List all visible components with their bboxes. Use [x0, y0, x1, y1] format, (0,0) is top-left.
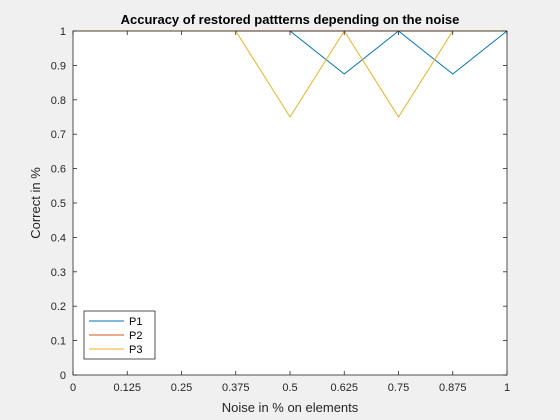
y-tick-label: 0.9: [51, 60, 66, 72]
x-tick-label: 0.75: [388, 382, 409, 394]
y-tick-label: 0.8: [51, 95, 66, 107]
y-tick-label: 0.7: [51, 129, 66, 141]
y-axis: 0 0.1 0.2 0.3 0.4 0.5 0.6 0.7 0.8 0.9 1: [51, 26, 507, 382]
x-tick-label: 0.625: [330, 382, 358, 394]
y-tick-label: 0.2: [51, 301, 66, 313]
x-axis: 0 0.125 0.25 0.375 0.5 0.625 0.75 0.875 1: [70, 31, 510, 394]
y-tick-label: 0.5: [51, 198, 66, 210]
legend-label-p1: P1: [129, 316, 142, 328]
x-axis-label: Noise in % on elements: [222, 400, 359, 415]
y-tick-label: 0.6: [51, 164, 66, 176]
legend-label-p3: P3: [129, 344, 142, 356]
x-tick-label: 0.5: [282, 382, 297, 394]
x-tick-label: 0.875: [439, 382, 467, 394]
x-tick-label: 0.125: [113, 382, 141, 394]
x-tick-label: 0.375: [222, 382, 250, 394]
y-tick-label: 0: [60, 370, 66, 382]
legend: P1 P2 P3: [83, 310, 156, 360]
y-tick-label: 0.3: [51, 267, 66, 279]
x-tick-label: 0: [70, 382, 76, 394]
legend-label-p2: P2: [129, 330, 142, 342]
y-tick-label: 0.1: [51, 336, 66, 348]
chart-title: Accuracy of restored pattterns depending…: [121, 12, 460, 27]
y-tick-label: 1: [60, 26, 66, 38]
x-tick-label: 0.25: [171, 382, 192, 394]
x-tick-label: 1: [504, 382, 510, 394]
y-tick-label: 0.4: [51, 232, 66, 244]
y-axis-label: Correct in %: [28, 167, 43, 239]
